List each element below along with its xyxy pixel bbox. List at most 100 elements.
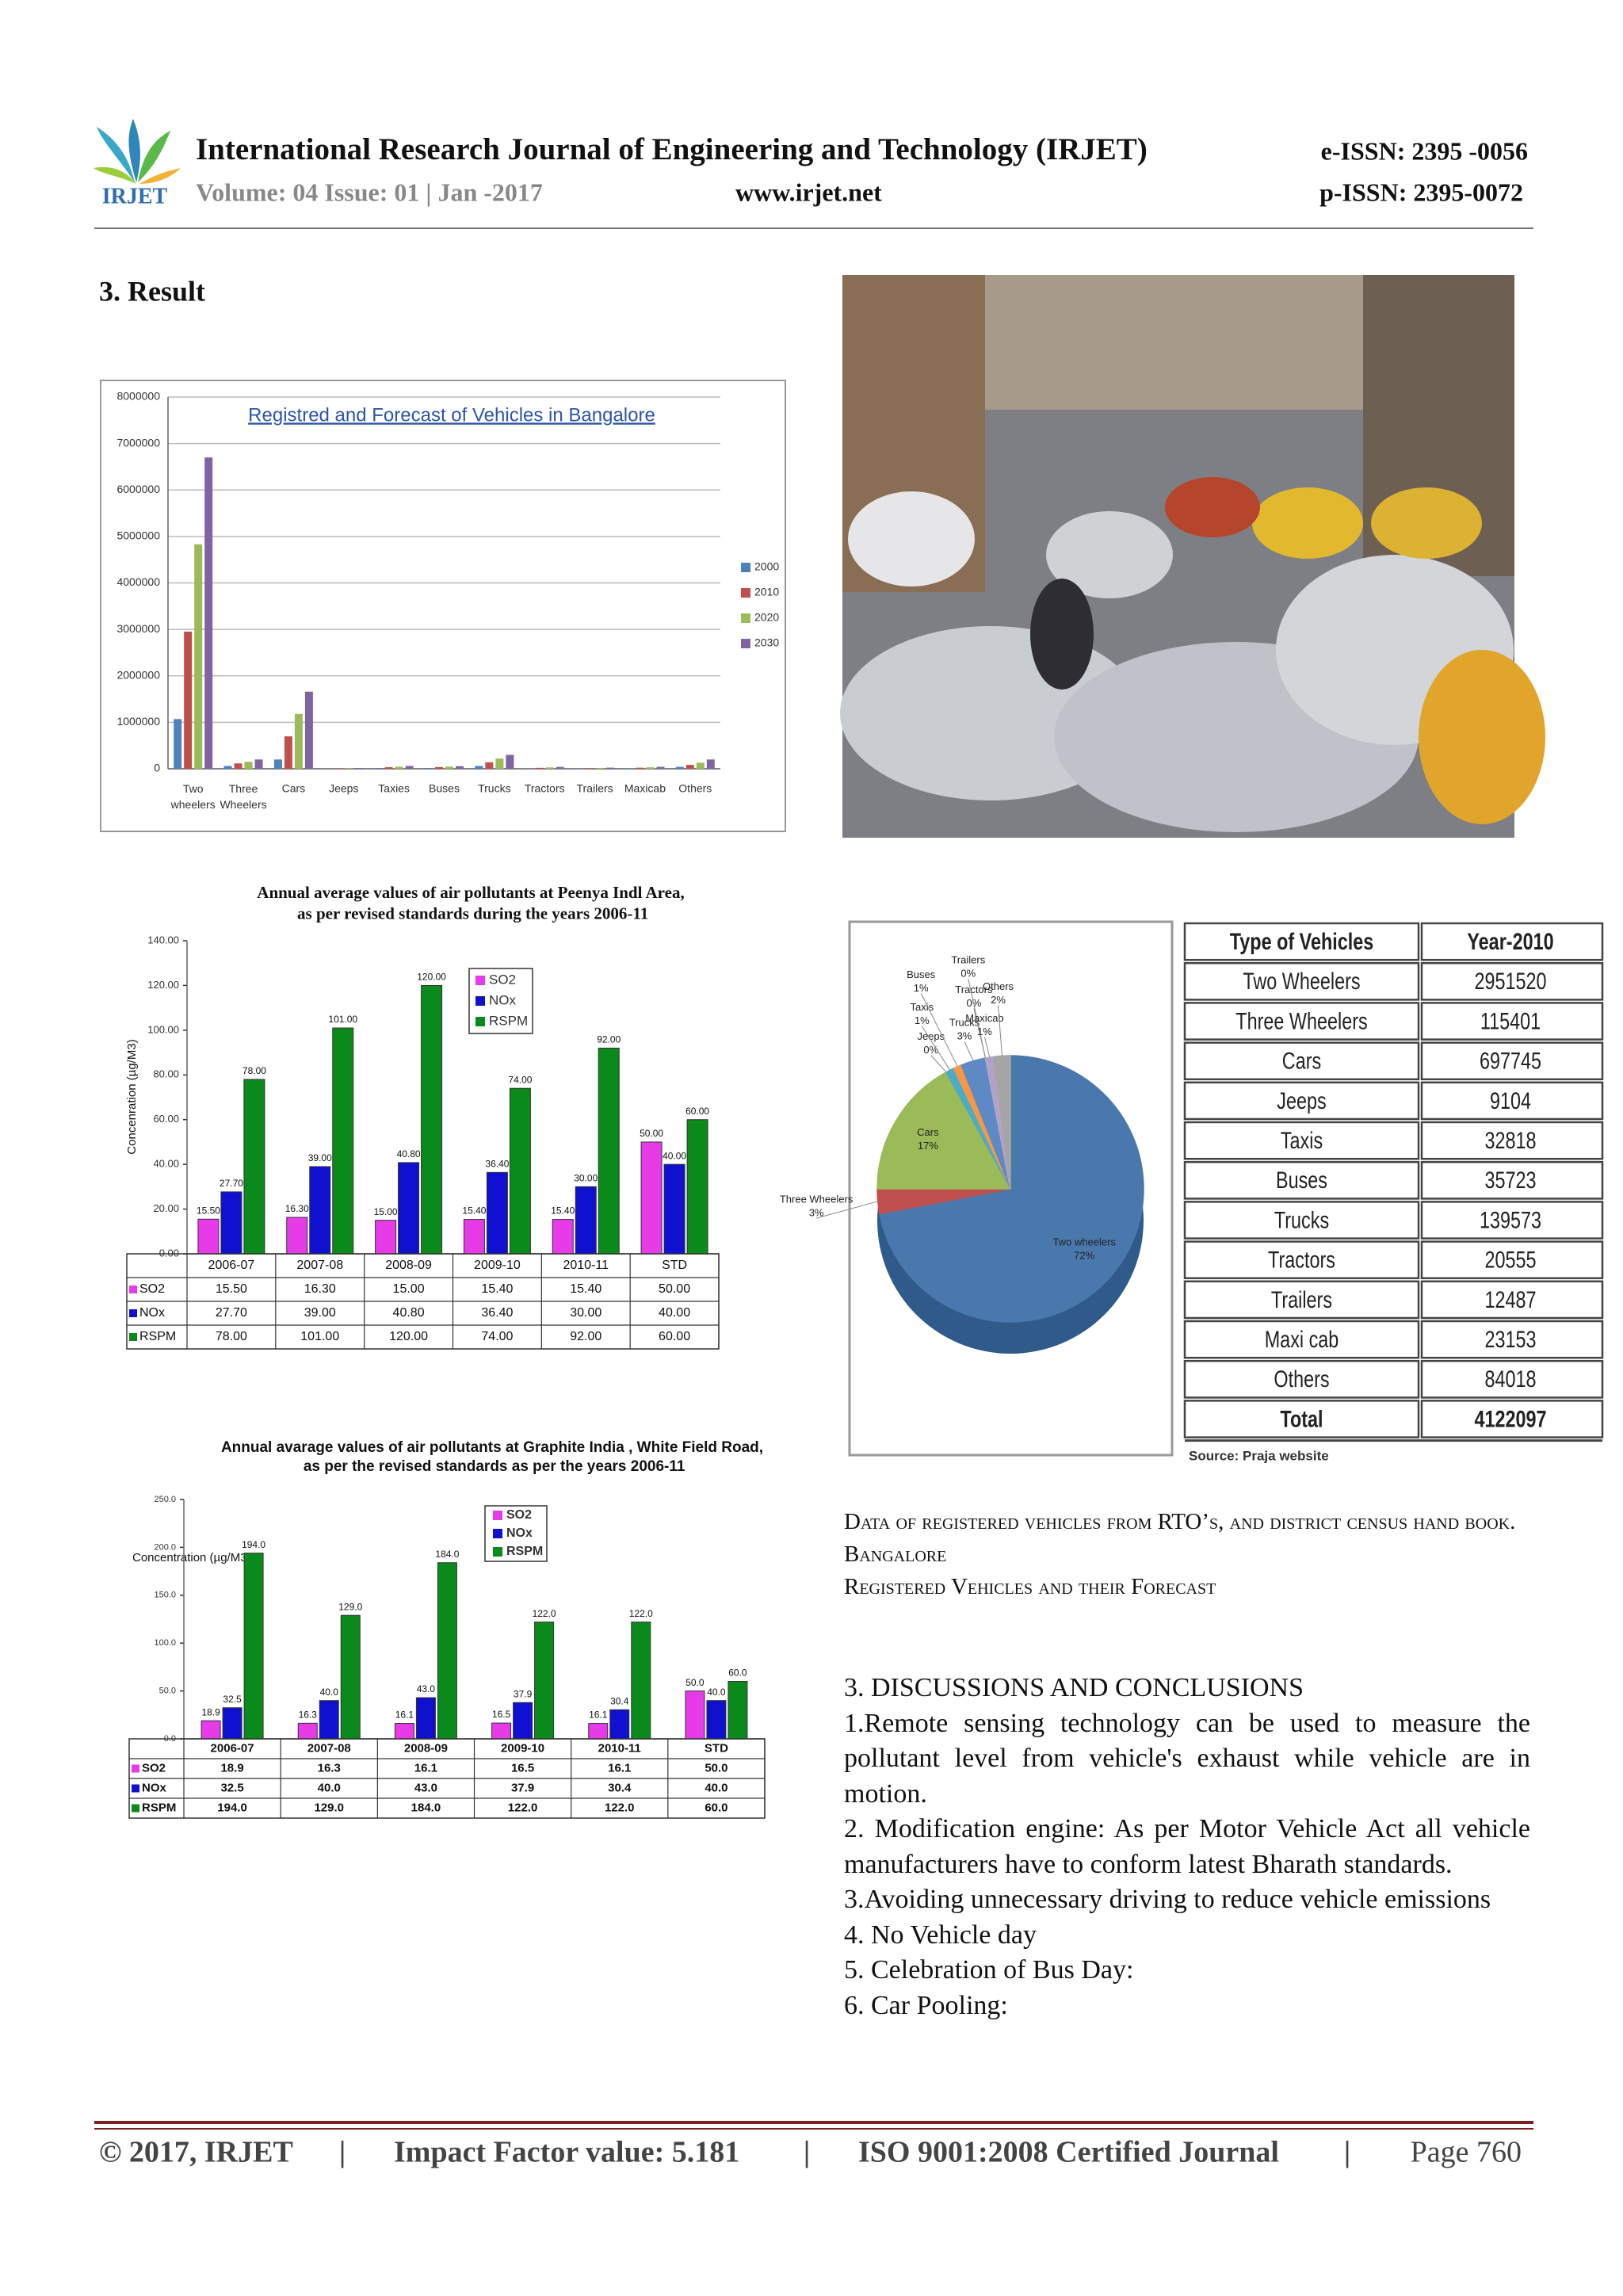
x-tick-label: Three Wheelers (220, 782, 266, 811)
y-tick-label: 60.00 (153, 1113, 179, 1125)
y-tick-label: 6000000 (116, 483, 160, 495)
bar (685, 765, 694, 769)
table-cell: Two Wheelers (1243, 968, 1360, 994)
table-cell-box (1183, 1400, 1420, 1438)
table-cell-box (1420, 1201, 1604, 1240)
bar (586, 768, 594, 769)
bar (556, 766, 564, 769)
table-cell: 16.1 (414, 1761, 437, 1775)
x-tick-label: 2006-07 (208, 1259, 255, 1272)
bar (384, 767, 393, 769)
data-label: 74.00 (508, 1074, 532, 1085)
bar (513, 1702, 533, 1740)
footer-copyright: © 2017, IRJET (99, 2136, 293, 2169)
table-row-label: SO2 (142, 1761, 166, 1775)
bar (588, 1723, 609, 1740)
table-cell: 697745 (1480, 1048, 1541, 1074)
pie-value-label: 3% (957, 1030, 972, 1042)
table-cell: Trailers (1271, 1286, 1332, 1312)
x-tick-label: 2010-11 (563, 1259, 609, 1272)
bar (545, 767, 554, 769)
legend-label: SO2 (506, 1508, 532, 1522)
table-cell: 15.00 (393, 1282, 425, 1296)
pie-label: Trailers (951, 953, 985, 965)
table-cell-box (1183, 1002, 1420, 1041)
data-label: 40.80 (397, 1148, 421, 1159)
bar (200, 1720, 221, 1740)
legend-swatch (475, 1017, 485, 1026)
bar (631, 1622, 651, 1740)
table-cell: 43.0 (414, 1781, 437, 1794)
legend-swatch (132, 1784, 139, 1793)
bar (509, 1087, 531, 1255)
table-cell-box (1183, 961, 1420, 1001)
table-cell: 12487 (1484, 1286, 1536, 1312)
table-cell: 27.70 (216, 1306, 247, 1320)
legend-swatch (129, 1309, 137, 1317)
y-tick-label: 1000000 (116, 715, 160, 728)
data-label: 27.70 (220, 1178, 243, 1189)
y-tick-label: 100.00 (147, 1023, 179, 1035)
figure-captions: Data of registered vehicles from RTO’s, … (844, 1506, 1541, 1603)
x-tick-label: 2008-09 (385, 1259, 432, 1272)
bar (286, 1217, 308, 1255)
table-header: Year-2010 (1467, 928, 1553, 954)
table-cell: Maxi cab (1265, 1326, 1339, 1352)
footer-sep: | (1344, 2136, 1350, 2169)
leader-line (968, 978, 987, 1059)
data-label: 15.40 (551, 1205, 575, 1217)
bar (197, 1218, 220, 1255)
data-label: 15.00 (374, 1206, 398, 1217)
table-cell: 16.1 (608, 1761, 631, 1775)
x-tick-label: STD (662, 1259, 687, 1272)
url: www.irjet.net (735, 178, 882, 206)
table-row-label: NOx (139, 1306, 165, 1320)
legend-swatch (493, 1511, 502, 1520)
table-cell: 60.00 (659, 1330, 690, 1343)
legend-swatch (129, 1333, 137, 1341)
table-cell-box (1420, 1160, 1604, 1200)
y-tick-label: 50.0 (159, 1687, 176, 1696)
table-row-label: NOx (142, 1781, 167, 1794)
table-cell: 50.0 (705, 1761, 727, 1775)
bar (727, 1681, 748, 1740)
table-cell: 60.0 (705, 1801, 727, 1814)
bar (596, 767, 605, 769)
table-cell-box (1183, 1320, 1420, 1359)
table-cell: Trucks (1274, 1207, 1329, 1233)
pie-value-label: 72% (1074, 1250, 1094, 1262)
pie-label: Trucks (949, 1017, 980, 1029)
legend-swatch (493, 1529, 502, 1538)
footer-impact: Impact Factor value: 5.181 (394, 2136, 739, 2169)
table-cell: Others (1274, 1366, 1329, 1392)
table-cell: 78.00 (216, 1330, 247, 1343)
legend-swatch (475, 976, 485, 985)
bar (609, 1709, 630, 1740)
table-cell: 184.0 (411, 1801, 441, 1814)
bar (340, 1614, 361, 1740)
data-label: 37.9 (514, 1688, 533, 1699)
table-cell: 36.40 (481, 1306, 513, 1320)
table-cell-box (1420, 1081, 1604, 1121)
discussion-item: 5. Celebration of Bus Day: (844, 1955, 1134, 1985)
table-cell-box (1183, 1081, 1420, 1121)
table-cell: 35723 (1484, 1167, 1536, 1193)
y-axis-label: Concentration (µg/M3) (132, 1551, 251, 1564)
discussion-title: 3. DISCUSSIONS AND CONCLUSIONS (844, 1673, 1304, 1702)
bar (685, 1690, 705, 1740)
pie-value-label: 0% (923, 1044, 938, 1056)
legend-label: 2000 (754, 560, 779, 573)
legend-swatch (493, 1547, 502, 1557)
pie-label: Others (983, 980, 1014, 992)
table-cell: 18.9 (220, 1761, 243, 1775)
table-cell: 32818 (1484, 1127, 1536, 1153)
bar (706, 1700, 727, 1740)
bar (223, 766, 232, 769)
pie-value-label: 0% (960, 967, 976, 979)
chart-title: Registred and Forecast of Vehicles in Ba… (248, 404, 655, 426)
table-cell: 16.30 (304, 1282, 336, 1296)
x-tick-label: Two wheelers (170, 782, 216, 811)
table-cell: 4122097 (1474, 1406, 1546, 1432)
table-cell: 37.9 (511, 1781, 534, 1794)
table-cell-box (1420, 1041, 1604, 1081)
